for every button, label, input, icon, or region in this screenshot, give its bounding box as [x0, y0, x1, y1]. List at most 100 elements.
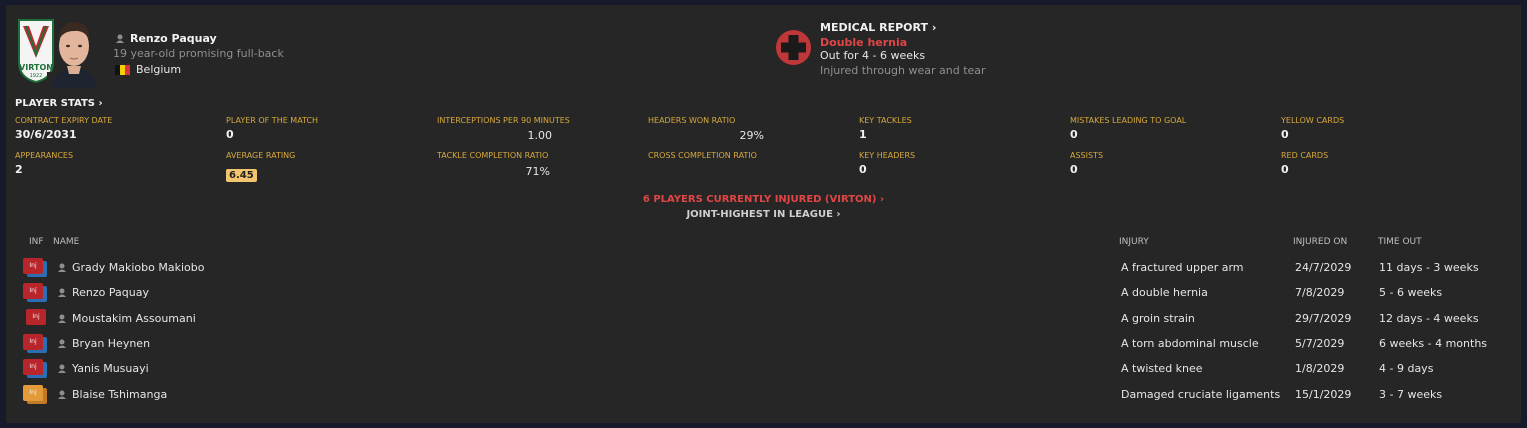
injury-status-badge: Inj [23, 334, 47, 353]
medical-report-title: MEDICAL REPORT [820, 21, 928, 34]
stat-label-interceptions: INTERCEPTIONS PER 90 MINUTES [437, 116, 570, 125]
league-ranking-text: JOINT-HIGHEST IN LEAGUE [686, 209, 833, 220]
stat-value-yellow-cards: 0 [1281, 128, 1289, 141]
stat-value-key-headers: 0 [859, 163, 867, 176]
injury-cell: A double hernia [1121, 286, 1208, 299]
injured-on-cell: 7/8/2029 [1295, 286, 1345, 299]
stat-label-appearances: APPEARANCES [15, 151, 74, 160]
player-nationality[interactable]: Belgium [136, 63, 182, 76]
player-stats-title: PLAYER STATS [15, 98, 95, 109]
table-row[interactable]: Inj Bryan Heynen A torn abdominal muscle… [0, 332, 1527, 357]
stat-label-headers-won: HEADERS WON RATIO [648, 116, 736, 125]
injured-on-cell: 24/7/2029 [1295, 261, 1352, 274]
time-out-cell: 12 days - 4 weeks [1379, 312, 1479, 325]
injured-on-cell: 5/7/2029 [1295, 337, 1345, 350]
stat-value-red-cards: 0 [1281, 163, 1289, 176]
injury-status-badge: Inj [23, 283, 47, 302]
column-header-inf[interactable]: INF [29, 237, 44, 247]
stat-label-yellow-cards: YELLOW CARDS [1281, 116, 1345, 125]
injured-on-cell: 29/7/2029 [1295, 312, 1352, 325]
player-name-cell[interactable]: Yanis Musuayi [72, 362, 149, 375]
chevron-right-icon: › [876, 194, 885, 205]
belgium-flag-icon [115, 65, 130, 75]
table-row[interactable]: Inj Moustakim Assoumani A groin strain 2… [0, 307, 1527, 332]
table-row[interactable]: Inj Yanis Musuayi A twisted knee 1/8/202… [0, 357, 1527, 382]
player-stats-link[interactable]: PLAYER STATS › [15, 98, 103, 109]
injury-status-badge: Inj [23, 359, 47, 378]
column-header-time-out[interactable]: TIME OUT [1378, 237, 1422, 247]
time-out-cell: 5 - 6 weeks [1379, 286, 1443, 299]
stat-value-interceptions: 1.00 [527, 129, 553, 142]
stat-label-key-tackles: KEY TACKLES [859, 116, 912, 125]
medical-out-for: Out for 4 - 6 weeks [820, 49, 926, 62]
time-out-cell: 4 - 9 days [1379, 362, 1434, 375]
stat-value-key-tackles: 1 [859, 128, 867, 141]
person-icon [58, 288, 66, 297]
stat-label-mistakes: MISTAKES LEADING TO GOAL [1070, 116, 1187, 125]
injury-cell: A torn abdominal muscle [1121, 337, 1259, 350]
injury-status-badge: Inj [23, 309, 47, 328]
player-photo [47, 22, 101, 88]
player-name-cell[interactable]: Grady Makiobo Makiobo [72, 261, 205, 274]
stat-label-average-rating: AVERAGE RATING [226, 151, 296, 160]
player-description: 19 year-old promising full-back [113, 47, 284, 60]
stat-value-mistakes: 0 [1070, 128, 1078, 141]
stat-label-key-headers: KEY HEADERS [859, 151, 916, 160]
medical-cause: Injured through wear and tear [820, 64, 986, 77]
person-icon [58, 263, 66, 272]
stat-label-player-of-match: PLAYER OF THE MATCH [226, 116, 319, 125]
time-out-cell: 3 - 7 weeks [1379, 388, 1443, 401]
medical-report-link[interactable]: MEDICAL REPORT › [820, 21, 936, 34]
injury-status-badge: Inj [23, 258, 47, 277]
medical-injury-name: Double hernia [820, 36, 908, 49]
injury-cell: Damaged cruciate ligaments [1121, 388, 1281, 401]
person-icon [116, 34, 124, 43]
chevron-right-icon: › [832, 209, 841, 220]
stat-label-contract-expiry: CONTRACT EXPIRY DATE [15, 116, 113, 125]
person-icon [58, 364, 66, 373]
injury-cell: A twisted knee [1121, 362, 1203, 375]
stat-label-cross-completion: CROSS COMPLETION RATIO [648, 151, 757, 160]
player-name-cell[interactable]: Blaise Tshimanga [72, 388, 168, 401]
column-header-injury[interactable]: INJURY [1119, 237, 1149, 247]
injury-cell: A fractured upper arm [1121, 261, 1244, 274]
person-icon [58, 339, 66, 348]
player-name-cell[interactable]: Moustakim Assoumani [72, 312, 196, 325]
injury-cell: A groin strain [1121, 312, 1195, 325]
time-out-cell: 6 weeks - 4 months [1379, 337, 1488, 350]
club-badge-text: VIRTON [19, 63, 53, 72]
person-icon [58, 314, 66, 323]
time-out-cell: 11 days - 3 weeks [1379, 261, 1479, 274]
person-icon [58, 390, 66, 399]
chevron-right-icon: › [928, 21, 937, 34]
player-name[interactable]: Renzo Paquay [130, 32, 217, 45]
stat-value-tackle-completion: 71% [525, 165, 550, 178]
table-row[interactable]: Inj Blaise Tshimanga Damaged cruciate li… [0, 383, 1527, 408]
stat-value-headers-won: 29% [739, 129, 764, 142]
stat-value-contract-expiry: 30/6/2031 [15, 128, 77, 141]
stat-value-assists: 0 [1070, 163, 1078, 176]
stat-value-average-rating: 6.45 [226, 169, 257, 182]
club-badge-year: 1922 [30, 73, 43, 79]
average-rating-badge: 6.45 [226, 163, 257, 182]
injury-status-badge: Inj [23, 385, 47, 404]
injured-on-cell: 15/1/2029 [1295, 388, 1352, 401]
injured-players-count: 6 PLAYERS CURRENTLY INJURED (VIRTON) [642, 194, 877, 205]
stat-label-red-cards: RED CARDS [1281, 151, 1329, 160]
table-row[interactable]: Inj Renzo Paquay A double hernia 7/8/202… [0, 281, 1527, 306]
chevron-right-icon: › [94, 98, 103, 109]
injured-on-cell: 1/8/2029 [1295, 362, 1345, 375]
club-badge: VIRTON 1922 [18, 19, 54, 84]
medical-cross-icon [776, 30, 811, 65]
column-header-name[interactable]: NAME [53, 237, 80, 247]
player-name-cell[interactable]: Renzo Paquay [72, 286, 149, 299]
injured-players-link[interactable]: 6 PLAYERS CURRENTLY INJURED (VIRTON) › [0, 194, 1527, 205]
stat-value-appearances: 2 [15, 163, 23, 176]
stat-value-player-of-match: 0 [226, 128, 234, 141]
player-overview-panel [6, 5, 1521, 423]
stat-label-tackle-completion: TACKLE COMPLETION RATIO [437, 151, 549, 160]
league-ranking-link[interactable]: JOINT-HIGHEST IN LEAGUE › [0, 209, 1527, 220]
column-header-injured-on[interactable]: INJURED ON [1293, 237, 1348, 247]
player-name-cell[interactable]: Bryan Heynen [72, 337, 151, 350]
table-row[interactable]: Inj Grady Makiobo Makiobo A fractured up… [0, 256, 1527, 281]
